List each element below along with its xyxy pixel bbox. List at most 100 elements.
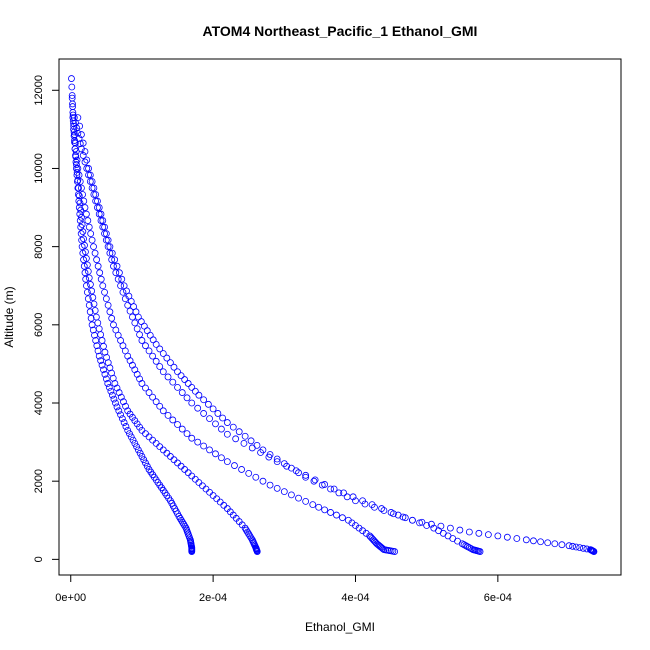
data-point xyxy=(213,495,221,503)
data-point xyxy=(191,387,199,395)
data-point xyxy=(90,243,97,251)
data-point xyxy=(315,503,323,511)
data-point xyxy=(503,533,511,541)
data-point xyxy=(318,481,326,489)
data-point xyxy=(83,282,90,290)
data-point xyxy=(81,269,89,277)
data-point xyxy=(83,165,91,172)
data-point xyxy=(321,506,329,514)
data-point xyxy=(218,454,225,462)
data-point xyxy=(83,156,91,164)
data-point xyxy=(177,516,185,524)
data-point xyxy=(142,342,149,350)
data-point xyxy=(163,449,171,457)
data-point xyxy=(163,354,171,362)
data-point xyxy=(97,331,105,338)
data-point xyxy=(85,301,93,309)
data-point xyxy=(83,288,91,296)
data-point xyxy=(462,542,470,550)
data-point xyxy=(100,342,107,350)
data-point xyxy=(200,396,208,404)
plot-frame xyxy=(58,58,622,576)
data-point xyxy=(169,416,177,424)
data-point xyxy=(94,197,101,205)
data-point xyxy=(79,228,87,236)
data-point xyxy=(102,230,110,238)
data-point xyxy=(206,415,213,423)
data-point xyxy=(80,197,88,205)
data-point xyxy=(175,512,183,520)
data-point xyxy=(219,414,227,422)
data-point xyxy=(194,438,202,446)
data-point xyxy=(124,426,132,434)
data-point xyxy=(99,223,107,231)
data-point xyxy=(126,430,133,438)
data-point xyxy=(76,210,84,218)
data-point xyxy=(85,165,92,172)
data-point xyxy=(437,522,445,530)
data-point xyxy=(309,501,317,509)
data-point xyxy=(149,393,157,401)
data-point xyxy=(244,528,251,536)
data-point xyxy=(86,178,94,185)
data-point xyxy=(149,352,157,360)
data-point xyxy=(122,402,129,410)
data-point xyxy=(576,544,584,552)
data-point xyxy=(119,288,127,296)
data-point xyxy=(70,114,78,122)
data-point xyxy=(84,295,92,303)
data-point xyxy=(85,223,93,231)
data-point xyxy=(311,476,319,484)
data-point xyxy=(98,361,106,369)
data-point xyxy=(229,423,237,431)
data-point xyxy=(558,541,566,549)
data-point xyxy=(98,337,106,344)
data-point xyxy=(112,399,119,407)
data-point xyxy=(460,541,468,549)
data-point xyxy=(85,274,93,282)
data-point xyxy=(97,357,105,365)
data-point xyxy=(84,267,92,275)
data-point xyxy=(220,501,228,509)
data-point xyxy=(394,511,402,519)
data-point xyxy=(73,156,81,164)
data-point xyxy=(101,288,108,296)
data-point xyxy=(178,425,186,433)
data-point xyxy=(494,532,502,540)
data-point xyxy=(569,542,576,550)
data-point xyxy=(79,191,87,198)
data-point xyxy=(124,301,132,309)
data-point xyxy=(266,451,274,458)
data-point xyxy=(76,199,84,207)
data-point xyxy=(206,488,213,496)
data-point xyxy=(209,405,217,413)
data-point xyxy=(195,391,203,399)
data-point xyxy=(117,393,125,401)
data-point xyxy=(152,340,160,348)
data-point xyxy=(94,347,102,355)
data-point xyxy=(170,363,178,371)
data-point xyxy=(92,191,100,198)
data-point xyxy=(99,217,107,224)
data-point xyxy=(245,530,253,538)
data-point xyxy=(101,223,108,231)
data-point xyxy=(113,384,121,392)
data-point xyxy=(253,441,261,449)
data-point xyxy=(74,114,82,122)
data-point xyxy=(74,191,82,198)
data-point xyxy=(76,140,84,148)
data-point xyxy=(97,210,105,218)
data-point xyxy=(164,411,172,419)
y-tick-label: 8000 xyxy=(33,234,45,258)
data-point xyxy=(113,403,121,411)
data-point xyxy=(199,482,206,490)
data-point xyxy=(68,94,76,102)
data-point xyxy=(310,477,318,485)
data-point xyxy=(380,507,388,514)
data-point xyxy=(90,300,98,308)
data-point xyxy=(302,471,310,479)
data-point xyxy=(80,262,88,270)
data-point xyxy=(76,122,84,130)
x-axis: 0e+00 2e-04 4e-04 6e-04 xyxy=(55,575,512,604)
